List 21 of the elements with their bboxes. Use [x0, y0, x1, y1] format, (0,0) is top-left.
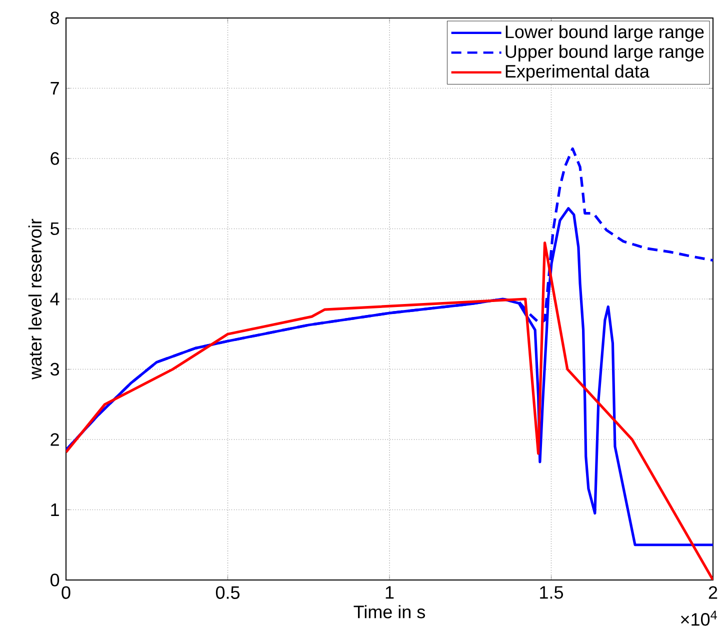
x-tick-label: 0 — [62, 586, 70, 599]
legend-label: Lower bound large range — [506, 25, 704, 42]
legend-label: Experimental data — [506, 64, 650, 82]
y-tick-label: 3 — [50, 362, 60, 376]
y-axis-title: water level reservoir — [28, 218, 42, 380]
y-tick-label: 0 — [50, 574, 60, 586]
y-tick-label: 8 — [50, 12, 60, 24]
y-tick-label: 1 — [51, 504, 59, 516]
x-tick-label: 2 — [708, 586, 718, 599]
x-axis-title: Time in s — [354, 605, 426, 618]
y-tick-label: 5 — [50, 222, 60, 236]
text: ×10$^{4}$ — [681, 610, 717, 626]
legend-label: Upper bound large range — [506, 44, 704, 62]
y-tick-label: 7 — [50, 82, 59, 94]
x-tick-label: 1.5 — [540, 586, 564, 599]
x-tick-label: 1 — [386, 586, 394, 599]
y-tick-label: 2 — [50, 433, 59, 446]
y-tick-label: 4 — [50, 292, 60, 306]
line-series — [66, 242, 714, 580]
x-tick-label: 0.5 — [216, 586, 240, 599]
y-tick-label: 6 — [50, 152, 60, 165]
